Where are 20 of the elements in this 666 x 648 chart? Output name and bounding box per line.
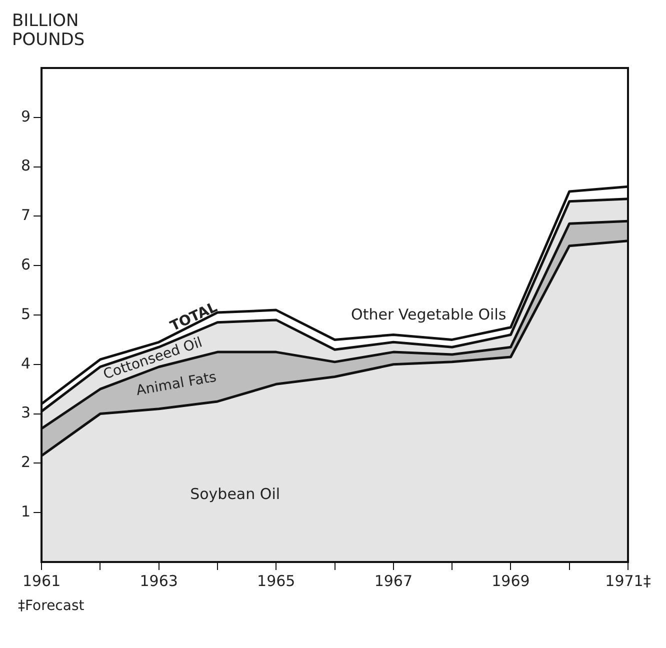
y-tick-label: 4 [20,354,31,372]
x-tick-label: 1961 [22,572,61,590]
y-tick-label: 7 [20,206,31,224]
y-axis-title: BILLION POUNDS [12,11,86,50]
x-tick-label: 1971‡ [605,572,652,590]
y-tick-label: 3 [20,404,31,422]
y-tick-label: 1 [20,502,31,520]
x-tick-label: 1967 [374,572,413,590]
series-label: Other Vegetable Oils [351,305,506,324]
text: ‡Forecast [18,598,86,614]
y-tick-label: 5 [20,304,31,323]
y-tick-label: 6 [20,255,31,274]
y-tick-label: 9 [20,107,31,126]
y-tick-label: 2 [20,453,31,472]
series-label: Animal Fats [135,369,218,400]
y-tick-label: 8 [20,156,31,175]
series-label: Soybean Oil [190,484,280,503]
x-tick-label: 1965 [257,572,296,590]
x-tick-label: 1969 [492,572,530,590]
x-tick-label: 1963 [140,572,178,590]
